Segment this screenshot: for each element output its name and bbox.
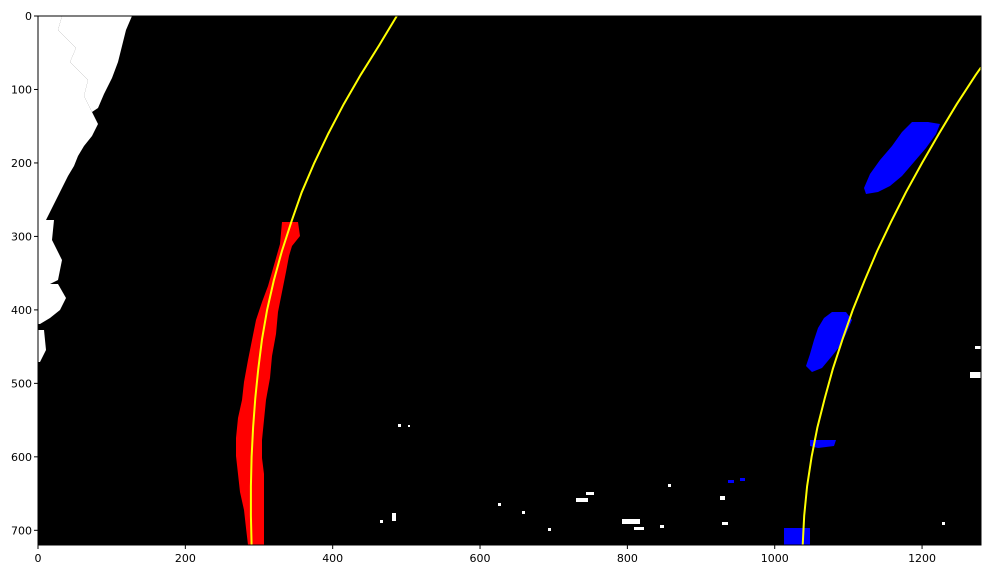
white-pixel-region bbox=[38, 284, 66, 324]
x-axis: 0 200 400 600 800 1000 1200 bbox=[35, 545, 936, 565]
axes-frame bbox=[37, 15, 982, 546]
white-speckle bbox=[498, 503, 501, 506]
right-lane-pixel-region bbox=[728, 480, 734, 483]
right-lane-pixel-region bbox=[810, 440, 836, 448]
white-pixel-region bbox=[38, 220, 62, 284]
y-tick-label: 600 bbox=[11, 451, 32, 464]
right-lane-pixel-region bbox=[740, 478, 745, 481]
right-lane-fit-line bbox=[801, 66, 981, 545]
white-speckle bbox=[522, 511, 525, 514]
x-tick-label: 0 bbox=[35, 552, 42, 565]
white-speckle bbox=[970, 372, 981, 378]
y-tick-label: 700 bbox=[11, 524, 32, 537]
white-speckle bbox=[622, 519, 640, 524]
white-speckle bbox=[398, 424, 401, 427]
white-speckle bbox=[392, 513, 396, 521]
white-speckle bbox=[548, 528, 551, 531]
y-tick-label: 200 bbox=[11, 157, 32, 170]
right-lane-pixel-region bbox=[806, 312, 852, 372]
right-lane-pixel-region bbox=[784, 528, 810, 545]
white-speckle bbox=[975, 346, 981, 349]
white-speckle bbox=[408, 425, 410, 427]
white-speckle bbox=[586, 492, 594, 495]
x-tick-label: 600 bbox=[470, 552, 491, 565]
y-tick-label: 500 bbox=[11, 377, 32, 390]
white-pixel-region bbox=[38, 16, 98, 238]
white-speckle bbox=[722, 522, 728, 525]
x-tick-label: 1200 bbox=[908, 552, 936, 565]
white-speckle bbox=[660, 525, 664, 528]
white-speckle bbox=[720, 496, 725, 500]
white-speckle bbox=[668, 484, 671, 487]
white-speckle bbox=[576, 498, 588, 502]
white-speckle bbox=[942, 522, 945, 525]
y-axis: 0 100 200 300 400 500 600 700 bbox=[11, 10, 38, 537]
x-tick-label: 1000 bbox=[761, 552, 789, 565]
white-pixel-region bbox=[38, 330, 46, 362]
x-tick-label: 400 bbox=[322, 552, 343, 565]
plot-area bbox=[38, 16, 981, 545]
y-tick-label: 0 bbox=[25, 10, 32, 23]
left-lane-fit-line bbox=[249, 16, 398, 545]
y-tick-label: 100 bbox=[11, 83, 32, 96]
right-lane-pixel-region bbox=[864, 122, 940, 194]
white-speckle bbox=[380, 520, 383, 523]
y-tick-label: 300 bbox=[11, 230, 32, 243]
x-tick-label: 800 bbox=[617, 552, 638, 565]
x-tick-label: 200 bbox=[175, 552, 196, 565]
white-speckle bbox=[634, 527, 644, 530]
white-pixel-region bbox=[58, 16, 132, 112]
y-tick-label: 400 bbox=[11, 304, 32, 317]
